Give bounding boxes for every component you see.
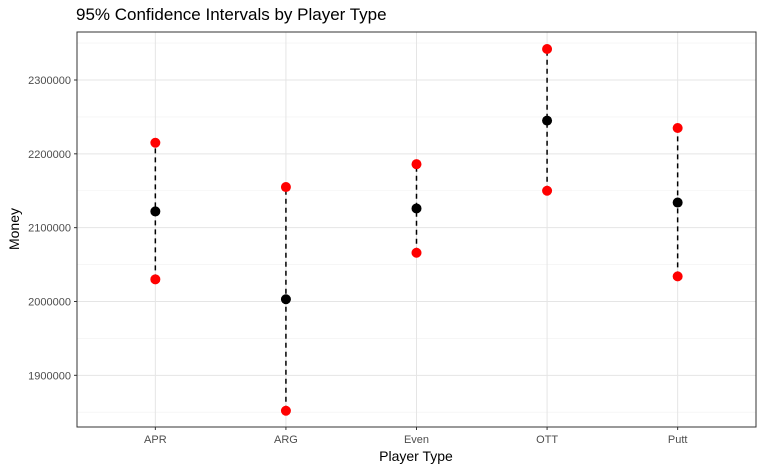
upper-bound-point [280, 182, 291, 193]
y-tick-label: 2000000 [28, 296, 71, 308]
x-tick-label: APR [144, 434, 167, 446]
mean-point [280, 294, 291, 305]
x-axis: APR ARG Even OTT Putt [144, 427, 687, 446]
chart-title: 95% Confidence Intervals by Player Type [76, 5, 387, 24]
x-axis-title: Player Type [379, 448, 453, 464]
lower-bound-point [280, 405, 291, 416]
x-tick-label: ARG [274, 434, 298, 446]
mean-point [150, 206, 161, 217]
y-tick-label: 2100000 [28, 223, 71, 235]
y-tick-label: 2200000 [28, 149, 71, 161]
x-tick-label: Putt [668, 434, 688, 446]
y-axis: 1900000 2000000 2100000 2200000 2300000 [28, 75, 77, 382]
mean-point [411, 203, 422, 214]
lower-bound-point [411, 247, 422, 258]
y-tick-label: 2300000 [28, 75, 71, 87]
upper-bound-point [542, 43, 553, 54]
y-tick-label: 1900000 [28, 370, 71, 382]
lower-bound-point [672, 271, 683, 282]
y-axis-title: Money [6, 208, 22, 250]
x-tick-label: Even [404, 434, 429, 446]
mean-point [542, 115, 553, 126]
lower-bound-point [542, 185, 553, 196]
upper-bound-point [150, 137, 161, 148]
x-tick-label: OTT [536, 434, 558, 446]
upper-bound-point [672, 122, 683, 133]
data-points [150, 43, 683, 416]
upper-bound-point [411, 159, 422, 170]
lower-bound-point [150, 274, 161, 285]
mean-point [672, 197, 683, 208]
